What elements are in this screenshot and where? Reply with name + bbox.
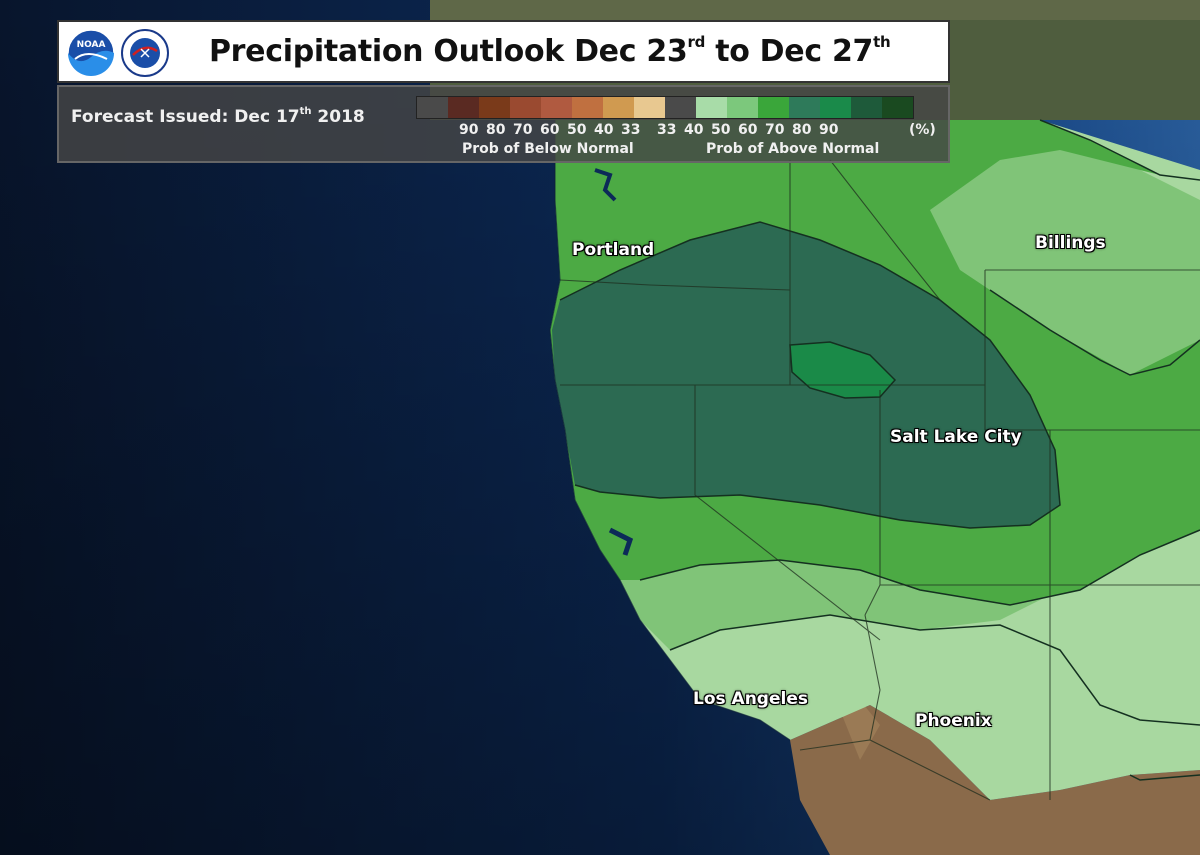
below-normal-label: Prob of Below Normal — [462, 141, 634, 157]
legend-tick-label: 80 — [792, 122, 812, 138]
city-label-phoenix: Phoenix — [915, 711, 992, 731]
legend-color-scale — [416, 96, 914, 119]
legend-tick-label: 90 — [459, 122, 479, 138]
legend-swatch — [448, 97, 479, 118]
legend-swatch — [479, 97, 510, 118]
legend-tick-label: 50 — [567, 122, 587, 138]
legend-swatch — [510, 97, 541, 118]
legend-swatch — [789, 97, 820, 118]
noaa-logo-icon: NOAA — [67, 29, 115, 77]
legend-swatch — [665, 97, 696, 118]
legend-swatch — [851, 97, 882, 118]
legend-tick-label: 60 — [738, 122, 758, 138]
svg-text:NOAA: NOAA — [77, 40, 106, 50]
nws-logo-icon — [121, 29, 169, 77]
legend-swatch — [541, 97, 572, 118]
forecast-issued-label: Forecast Issued: Dec 17th 2018 — [71, 106, 365, 128]
legend-tick-label: 60 — [540, 122, 560, 138]
legend-swatch — [417, 97, 448, 118]
legend-tick-label: 70 — [513, 122, 533, 138]
above-normal-label: Prob of Above Normal — [706, 141, 880, 157]
mexico-land — [790, 705, 1200, 855]
legend-tick-label: 70 — [765, 122, 785, 138]
zone-80 — [790, 342, 895, 398]
city-label-billings: Billings — [1035, 233, 1106, 253]
legend-tick-label: 80 — [486, 122, 506, 138]
legend-swatch — [603, 97, 634, 118]
city-label-salt-lake-city: Salt Lake City — [890, 427, 1022, 447]
legend-tick-label: 90 — [819, 122, 839, 138]
legend-tick-label: 40 — [684, 122, 704, 138]
legend-swatch — [820, 97, 851, 118]
legend-tick-label: 33 — [621, 122, 641, 138]
legend-tick-label: 50 — [711, 122, 731, 138]
title-box: NOAA Precipitation Outlook Dec 23rd to D… — [57, 20, 950, 83]
legend-swatch — [634, 97, 665, 118]
city-label-portland: Portland — [572, 240, 655, 260]
coastline — [549, 120, 791, 741]
map-title: Precipitation Outlook Dec 23rd to Dec 27… — [209, 33, 891, 69]
state-borders — [559, 159, 1200, 801]
legend-swatch — [882, 97, 913, 118]
city-label-los-angeles: Los Angeles — [693, 689, 808, 709]
legend-tick-label: 33 — [657, 122, 677, 138]
legend-swatch — [758, 97, 789, 118]
legend-swatch — [696, 97, 727, 118]
legend-swatch — [572, 97, 603, 118]
legend-swatch — [727, 97, 758, 118]
unit-label: (%) — [909, 122, 936, 138]
legend-tick-label: 40 — [594, 122, 614, 138]
legend-panel: Forecast Issued: Dec 17th 2018 90 80 70 60 5… — [57, 85, 950, 163]
contour-lines — [559, 119, 1200, 781]
